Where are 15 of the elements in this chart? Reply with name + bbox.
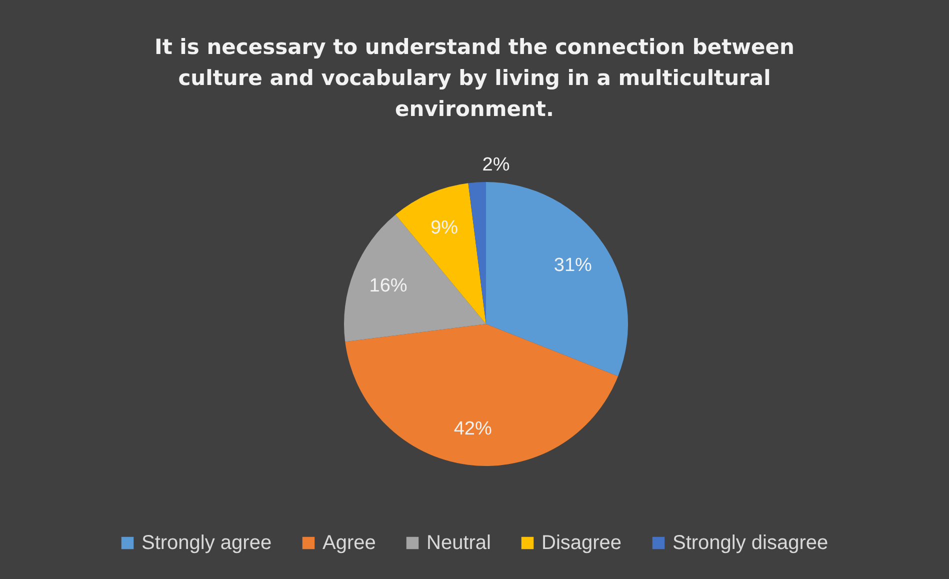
pie-slice [468, 182, 486, 324]
legend-label: Neutral [426, 532, 491, 554]
data-label: 9% [430, 218, 458, 239]
legend-label: Strongly disagree [672, 532, 828, 554]
pie-slice [344, 214, 486, 342]
pie-slice [486, 182, 628, 376]
data-label: 42% [454, 418, 492, 440]
data-label: 16% [369, 275, 408, 296]
pie-slice [345, 324, 618, 466]
data-label: 2% [482, 154, 510, 176]
data-label: 31% [554, 254, 592, 276]
chart-title: It is necessary to understand the connection between culture and vocabulary by living in a multicultural environment. [154, 35, 794, 121]
legend-label: Strongly agree [142, 532, 272, 554]
legend-label: Disagree [542, 532, 622, 554]
legend-label: Agree [322, 532, 376, 554]
